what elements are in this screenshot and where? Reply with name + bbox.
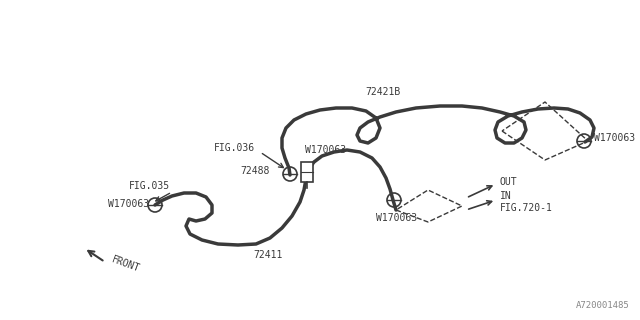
Text: OUT: OUT [500, 177, 518, 187]
Bar [301, 162, 313, 182]
Text: FIG.720-1: FIG.720-1 [500, 203, 553, 213]
Text: FIG.035: FIG.035 [129, 181, 170, 191]
Text: 72411: 72411 [253, 250, 283, 260]
Text: 72421B: 72421B [365, 87, 401, 97]
Text: IN: IN [500, 191, 512, 201]
Text: W170063: W170063 [305, 145, 346, 155]
Text: 72488: 72488 [241, 166, 270, 176]
Text: A720001485: A720001485 [576, 301, 630, 310]
Text: W170063: W170063 [108, 199, 149, 209]
Text: W170063: W170063 [594, 133, 635, 143]
Text: FIG.036: FIG.036 [214, 143, 255, 153]
Text: FRONT: FRONT [110, 254, 141, 274]
Text: W170063: W170063 [376, 213, 417, 223]
